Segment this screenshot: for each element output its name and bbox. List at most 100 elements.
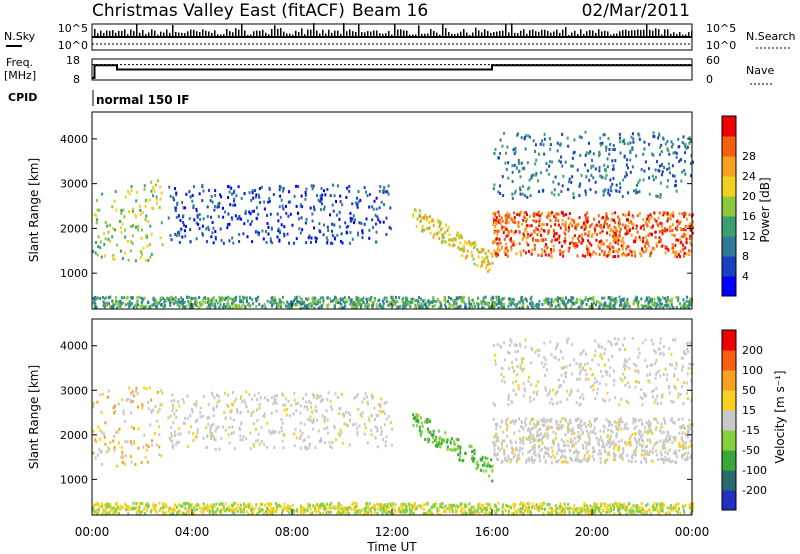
range-cell xyxy=(290,403,293,407)
range-cell xyxy=(288,304,291,308)
range-cell xyxy=(545,162,548,166)
range-cell xyxy=(442,235,445,239)
range-cell xyxy=(591,358,594,362)
range-cell xyxy=(607,245,610,249)
range-cell xyxy=(180,296,183,300)
range-cell xyxy=(538,455,541,459)
range-cell xyxy=(554,212,557,216)
range-cell xyxy=(611,354,614,358)
range-cell xyxy=(579,427,582,431)
range-cell xyxy=(624,383,627,387)
range-cell xyxy=(669,460,672,464)
range-cell xyxy=(355,395,358,399)
range-cell xyxy=(650,215,653,219)
range-cell xyxy=(580,225,583,229)
range-cell xyxy=(533,211,536,215)
range-cell xyxy=(508,215,511,219)
range-cell xyxy=(532,219,535,223)
power-data xyxy=(92,130,694,310)
range-cell xyxy=(354,300,357,304)
range-cell xyxy=(535,392,538,396)
range-cell xyxy=(276,302,279,306)
range-cell xyxy=(683,232,686,236)
range-cell xyxy=(594,396,597,400)
range-cell xyxy=(540,418,543,422)
nsky-bar xyxy=(97,33,99,37)
range-cell xyxy=(143,187,146,191)
range-cell xyxy=(507,393,510,397)
range-cell xyxy=(273,445,276,449)
range-cell xyxy=(618,247,621,251)
range-cell xyxy=(554,223,557,227)
range-cell xyxy=(589,422,592,426)
range-cell xyxy=(626,217,629,221)
range-cell xyxy=(334,438,337,442)
range-cell xyxy=(651,224,654,228)
range-cell xyxy=(689,439,692,443)
range-cell xyxy=(245,405,248,409)
range-cell xyxy=(683,301,686,305)
range-cell xyxy=(548,137,551,141)
range-cell xyxy=(662,458,665,462)
range-cell xyxy=(349,211,352,215)
range-cell xyxy=(563,417,566,421)
range-cell xyxy=(682,234,685,238)
range-cell xyxy=(619,227,622,231)
range-cell xyxy=(527,450,530,454)
range-cell xyxy=(316,300,319,304)
range-cell xyxy=(543,229,546,233)
range-cell xyxy=(295,409,298,413)
nsky-bar xyxy=(163,32,165,37)
range-cell xyxy=(511,401,514,405)
range-cell xyxy=(623,253,626,257)
range-cell xyxy=(689,423,692,427)
range-cell xyxy=(607,191,610,195)
range-cell xyxy=(334,237,337,241)
range-cell xyxy=(579,298,582,302)
range-cell xyxy=(675,151,678,155)
range-cell xyxy=(544,459,547,463)
range-cell xyxy=(567,337,570,341)
range-cell xyxy=(392,299,395,303)
range-cell xyxy=(609,185,612,189)
colorbar-segment xyxy=(722,236,736,257)
range-cell xyxy=(252,301,255,305)
nsky-bar xyxy=(475,27,477,37)
range-cell xyxy=(501,379,504,383)
range-cell xyxy=(578,135,581,139)
range-cell xyxy=(514,440,517,444)
range-cell xyxy=(281,295,284,299)
range-cell xyxy=(660,401,663,405)
range-cell xyxy=(173,434,176,438)
range-cell xyxy=(523,216,526,220)
range-cell xyxy=(216,205,219,209)
range-cell xyxy=(136,392,139,396)
range-cell xyxy=(438,444,441,448)
range-cell xyxy=(587,151,590,155)
range-cell xyxy=(309,301,312,305)
range-cell xyxy=(648,217,651,221)
range-cell xyxy=(640,303,643,307)
range-cell xyxy=(506,145,509,149)
range-cell xyxy=(522,394,525,398)
range-cell xyxy=(357,189,360,193)
range-cell xyxy=(419,219,422,223)
range-cell xyxy=(506,425,509,429)
range-cell xyxy=(476,248,479,252)
range-cell xyxy=(285,413,288,417)
nsky-bar xyxy=(472,32,474,37)
range-cell xyxy=(616,342,619,346)
range-cell xyxy=(329,299,332,303)
range-cell xyxy=(379,185,382,189)
range-cell xyxy=(432,436,435,440)
range-cell xyxy=(305,187,308,191)
range-cell xyxy=(608,445,611,449)
nsky-bar xyxy=(670,33,672,37)
range-cell xyxy=(431,300,434,304)
range-cell xyxy=(454,299,457,303)
range-cell xyxy=(366,305,369,309)
range-cell xyxy=(579,420,582,424)
range-cell xyxy=(335,200,338,204)
nsky-bar xyxy=(208,31,210,37)
range-cell xyxy=(524,297,527,301)
